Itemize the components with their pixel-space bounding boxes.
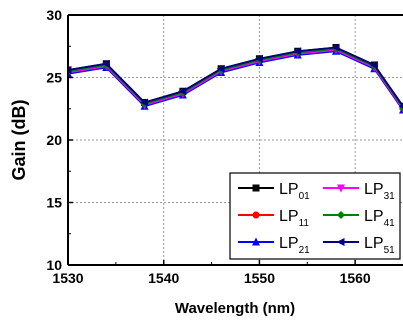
legend-label: LP01 — [279, 181, 310, 202]
legend-item-lp21: LP21 — [238, 235, 310, 256]
legend-label: LP21 — [279, 235, 310, 256]
y-tick-label: 15 — [46, 195, 62, 211]
data-point-lp51 — [293, 47, 302, 56]
legend-item-lp01: LP01 — [238, 181, 310, 202]
x-tick-label: 1550 — [244, 270, 275, 286]
y-tick-label: 30 — [46, 7, 62, 23]
series-lp51 — [68, 43, 403, 109]
legend-marker — [252, 237, 260, 246]
legend-marker — [336, 238, 345, 246]
series-line-lp51 — [68, 46, 403, 107]
legend-item-lp31: LP31 — [323, 181, 395, 202]
data-point-lp51 — [140, 98, 149, 107]
legend-item-lp11: LP11 — [238, 208, 309, 229]
x-axis-title: Wavelength (nm) — [175, 300, 295, 317]
y-tick-label: 10 — [46, 257, 62, 273]
y-tick-label: 20 — [46, 132, 62, 148]
legend-marker — [252, 184, 260, 192]
data-point-lp51 — [101, 59, 110, 68]
legend: LP01 LP31 LP11 LP41 LP21 LP51 — [229, 172, 401, 260]
axis-ticks: 1530 1540 1550 1560 10 15 20 25 30 — [46, 7, 371, 286]
x-tick-label: 1530 — [52, 270, 83, 286]
data-point-lp51 — [254, 54, 263, 63]
legend-label: LP31 — [364, 181, 395, 202]
legend-marker — [252, 211, 260, 219]
legend-marker — [337, 211, 345, 219]
data-point-lp51 — [398, 104, 403, 109]
data-point-lp51 — [331, 43, 340, 52]
legend-label: LP51 — [364, 235, 395, 256]
y-tick-label: 25 — [46, 70, 62, 86]
data-point-lp51 — [369, 61, 378, 69]
legend-item-lp51: LP51 — [323, 235, 395, 256]
legend-label: LP41 — [364, 208, 395, 229]
legend-label: LP11 — [279, 208, 309, 229]
x-tick-label: 1540 — [148, 270, 179, 286]
y-axis-title: Gain (dB) — [9, 100, 29, 181]
data-point-lp51 — [216, 64, 225, 73]
x-tick-label: 1560 — [340, 270, 371, 286]
data-point-lp51 — [178, 87, 187, 96]
legend-item-lp41: LP41 — [323, 208, 395, 229]
legend-marker — [337, 184, 345, 193]
